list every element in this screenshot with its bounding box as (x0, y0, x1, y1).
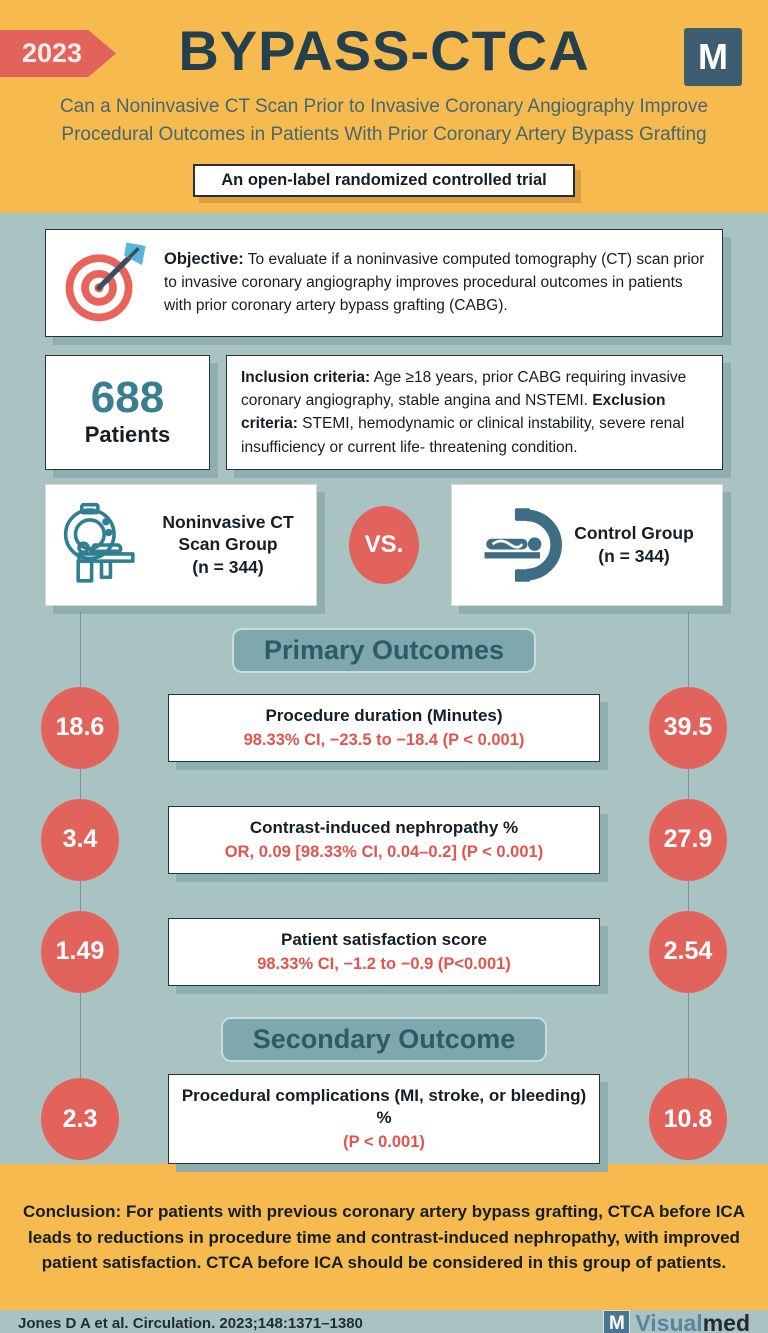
control-group-value: 10.8 (649, 1078, 727, 1161)
patient-count-label: Patients (84, 422, 171, 448)
exclusion-text: STEMI, hemodynamic or clinical instabili… (241, 415, 685, 456)
target-icon (65, 242, 146, 322)
ct-scan-group-n: (n = 344) (192, 557, 264, 578)
footer: Jones D A et al. Circulation. 2023;148:1… (0, 1310, 768, 1333)
brand-med: med (702, 1310, 750, 1333)
control-group-value: 39.5 (649, 686, 727, 769)
conclusion-body: For patients with previous coronary arte… (28, 1202, 745, 1273)
study-question-subtitle: Can a Noninvasive CT Scan Prior to Invas… (0, 93, 768, 150)
ct-scanner-icon (63, 502, 135, 583)
objective-text: Objective: To evaluate if a noninvasive … (164, 248, 706, 317)
trial-type-banner: An open-label randomized controlled tria… (193, 163, 575, 197)
inclusion-label: Inclusion criteria: (241, 368, 371, 386)
outcome-title: Procedure duration (Minutes) (265, 705, 503, 725)
patients-card: 688 Patients (45, 354, 210, 470)
ct-group-value: 18.6 (41, 686, 119, 769)
outcome-card: Patient satisfaction score 98.33% CI, −1… (168, 917, 600, 987)
conclusion-text: Conclusion: For patients with previous c… (0, 1181, 768, 1294)
inclusion-text: Age ≥18 years, prior CABG requiring inva… (241, 368, 687, 410)
visualmed-m-icon: M (603, 1310, 631, 1333)
visualmed-m-logo: M (684, 28, 742, 86)
objective-label: Objective: (164, 250, 244, 269)
control-group-card: Control Group (n = 344) (451, 483, 723, 606)
citation: Jones D A et al. Circulation. 2023;148:1… (18, 1315, 363, 1333)
ct-scan-group-card: Noninvasive CT Scan Group (n = 344) (45, 483, 317, 606)
outcome-statistic: 98.33% CI, −1.2 to −0.9 (P<0.001) (257, 954, 511, 973)
ct-group-value: 1.49 (41, 910, 119, 993)
outcome-statistic: OR, 0.09 [98.33% CI, 0.04–0.2] (P < 0.00… (224, 842, 544, 861)
control-group-n: (n = 344) (598, 545, 670, 566)
secondary-outcome-heading: Secondary Outcome (220, 1016, 548, 1062)
control-group-value: 27.9 (649, 798, 727, 881)
vs-badge: VS. (349, 505, 419, 584)
subtitle-line-1: Can a Noninvasive CT Scan Prior to Invas… (59, 95, 709, 117)
outcome-statistic: (P < 0.001) (343, 1132, 425, 1151)
control-group-value: 2.54 (649, 910, 727, 993)
brand-visual: Visual (635, 1310, 703, 1333)
ct-group-value: 3.4 (41, 798, 119, 881)
objective-body: To evaluate if a noninvasive computed to… (164, 251, 705, 314)
patient-count: 688 (90, 373, 165, 423)
randomization-row: Noninvasive CT Scan Group (n = 344) VS. … (45, 483, 723, 606)
exclusion-label: Exclusion criteria: (241, 392, 666, 433)
ct-group-value: 2.3 (41, 1078, 119, 1161)
outcome-statistic: 98.33% CI, −23.5 to −18.4 (P < 0.001) (243, 730, 525, 749)
control-group-name: Control Group (574, 523, 694, 544)
header: 2023 M BYPASS-CTCA Can a Noninvasive CT … (0, 0, 768, 213)
control-group-label: Control Group (n = 344) (574, 522, 694, 568)
outcome-title: Contrast-induced nephropathy % (249, 817, 519, 837)
conclusion-section: Conclusion: For patients with previous c… (0, 1164, 768, 1311)
outcome-title: Patient satisfaction score (281, 929, 487, 949)
subtitle-line-2: Procedural Outcomes in Patients With Pri… (61, 124, 707, 146)
visualmed-wordmark: Visualmed (635, 1310, 750, 1333)
conclusion-label: Conclusion: (23, 1202, 122, 1222)
page-title: BYPASS-CTCA (178, 19, 590, 82)
criteria-card: Inclusion criteria: Age ≥18 years, prior… (226, 354, 723, 470)
outcome-card: Procedure duration (Minutes) 98.33% CI, … (168, 693, 600, 763)
patient-scanner-icon (484, 508, 563, 582)
outcome-card: Procedural complications (MI, stroke, or… (168, 1073, 600, 1165)
visualmed-brand: M Visualmed (603, 1310, 750, 1333)
outcome-card: Contrast-induced nephropathy % OR, 0.09 … (168, 805, 600, 875)
population-row: 688 Patients Inclusion criteria: Age ≥18… (45, 354, 723, 470)
objective-card: Objective: To evaluate if a noninvasive … (45, 228, 723, 337)
ct-scan-group-label: Noninvasive CT Scan Group (n = 344) (148, 511, 308, 579)
outcome-row-complications: 2.3 Procedural complications (MI, stroke… (0, 1073, 768, 1165)
outcome-row-procedure-duration: 18.6 Procedure duration (Minutes) 98.33%… (0, 686, 768, 769)
outcome-row-nephropathy: 3.4 Contrast-induced nephropathy % OR, 0… (0, 798, 768, 881)
outcome-title: Procedural complications (MI, stroke, or… (181, 1085, 587, 1127)
primary-outcomes-heading: Primary Outcomes (231, 627, 537, 673)
outcome-row-satisfaction: 1.49 Patient satisfaction score 98.33% C… (0, 910, 768, 993)
year-badge: 2023 (0, 30, 117, 77)
ct-scan-group-name: Noninvasive CT Scan Group (162, 511, 294, 555)
